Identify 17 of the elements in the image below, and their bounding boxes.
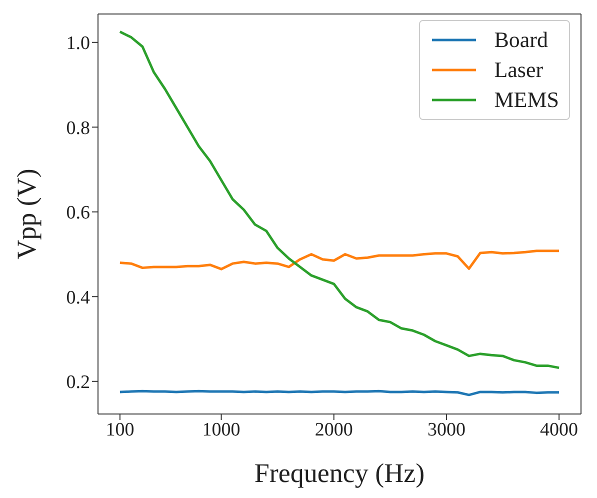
- y-tick-label: 0.2: [66, 372, 90, 394]
- y-axis-title: Vpp (V): [12, 168, 42, 260]
- x-tick-label: 4000: [540, 419, 578, 440]
- line-series: [118, 250, 560, 270]
- y-tick-label: 0.8: [66, 118, 90, 139]
- y-tick-label: 0.4: [66, 287, 90, 308]
- legend-label: Laser: [494, 56, 544, 84]
- x-tick-label: 3000: [427, 419, 466, 440]
- legend-label: Board: [494, 26, 548, 54]
- x-tick-label: 2000: [314, 419, 353, 440]
- y-tick-label: 1.0: [66, 33, 90, 54]
- x-tick-label: 1000: [202, 419, 240, 440]
- legend-label: MEMS: [494, 86, 559, 114]
- x-tick-label: 100: [106, 419, 134, 440]
- y-tick-label: 0.6: [66, 202, 90, 224]
- line-series: [118, 30, 560, 370]
- x-axis-title: Frequency (Hz): [254, 458, 425, 488]
